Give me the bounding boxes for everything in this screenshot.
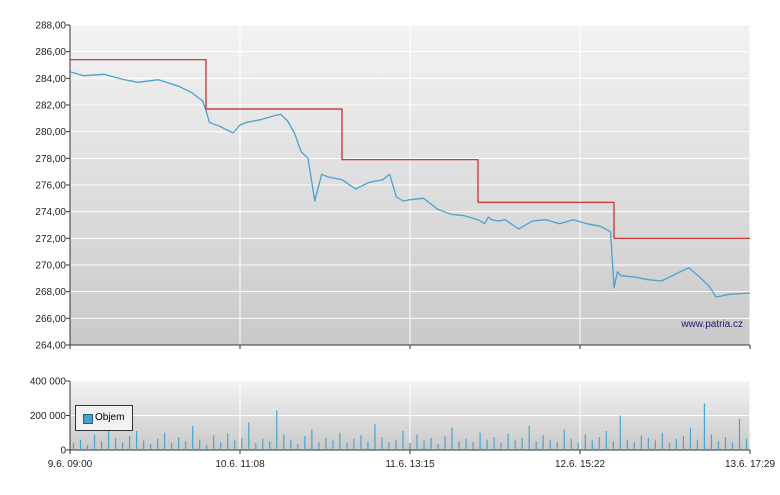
watermark-text: www.patria.cz: [680, 319, 743, 330]
price-y-tick-label: 274,00: [35, 207, 66, 218]
price-y-tick-label: 280,00: [35, 127, 66, 138]
volume-y-tick-label: 400 000: [30, 377, 67, 388]
reference-series-line: [70, 59, 750, 239]
x-tick-label: 12.6. 15:22: [555, 459, 605, 470]
price-y-tick-label: 288,00: [35, 21, 66, 32]
volume-legend: Objem: [75, 405, 133, 431]
volume-y-tick-label: 200 000: [30, 411, 67, 422]
price-grid: [69, 24, 751, 346]
price-y-tick-label: 278,00: [35, 154, 66, 165]
price-y-tick-label: 272,00: [35, 234, 66, 245]
price-y-tick-label: 268,00: [35, 287, 66, 298]
price-series: [69, 59, 751, 298]
time-x-axis: 9.6. 09:00 10.6. 11:08 11.6. 13:15 12.6. 15…: [48, 345, 775, 470]
x-tick-label: 11.6. 13:15: [385, 459, 435, 470]
price-y-axis: 264,00 266,00 268,00 270,00 272,00 274,00 276,…: [35, 21, 750, 352]
volume-bars: [72, 403, 748, 450]
price-y-tick-label: 284,00: [35, 74, 66, 85]
x-tick-label: 10.6. 11:08: [215, 459, 265, 470]
legend-swatch-icon: [83, 414, 93, 424]
volume-y-tick-label: 0: [60, 446, 66, 457]
price-y-tick-label: 276,00: [35, 181, 66, 192]
x-tick-label: 13.6. 17:29: [725, 459, 775, 470]
price-y-tick-label: 264,00: [35, 341, 66, 352]
price-y-tick-label: 286,00: [35, 47, 66, 58]
price-y-tick-label: 282,00: [35, 101, 66, 112]
price-y-tick-label: 266,00: [35, 314, 66, 325]
price-series-line: [69, 71, 751, 298]
price-y-tick-label: 270,00: [35, 261, 66, 272]
legend-label: Objem: [95, 412, 125, 423]
x-tick-label: 9.6. 09:00: [48, 459, 93, 470]
